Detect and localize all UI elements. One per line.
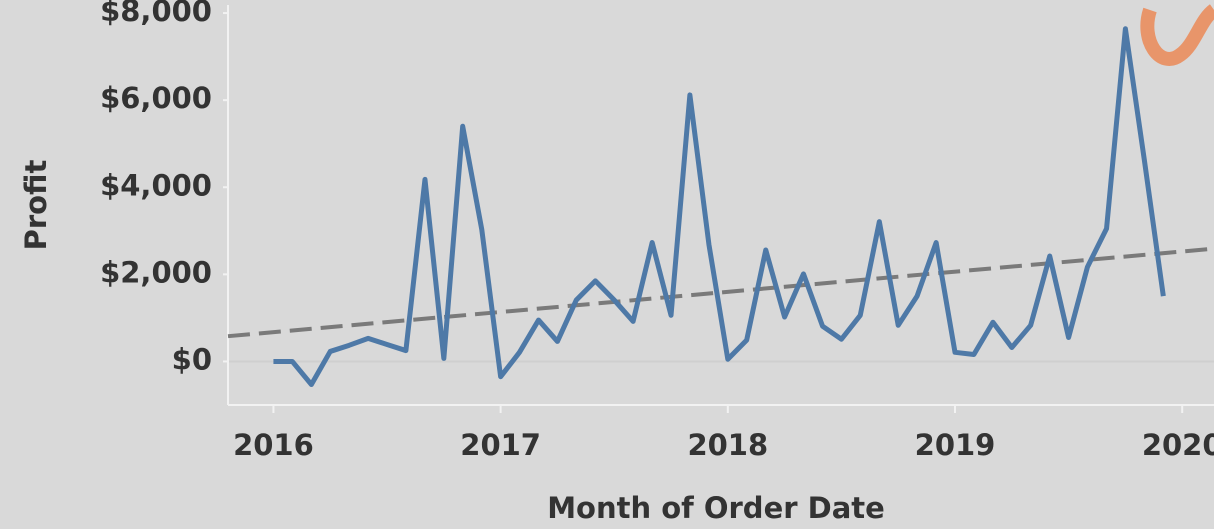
y-tick-label: $6,000 — [100, 81, 212, 115]
chart: Profit Month of Order Date $0 $2,000 $4,00… — [0, 0, 1214, 529]
x-axis-title: Month of Order Date — [547, 491, 885, 525]
x-tick-label: 2016 — [233, 428, 314, 462]
y-tick-label: $8,000 — [100, 0, 212, 28]
y-tick-label: $0 — [172, 342, 212, 376]
x-tick-label: 2017 — [460, 428, 541, 462]
page: Profit Month of Order Date $0 $2,000 $4,00… — [0, 0, 1214, 529]
y-tick-label: $2,000 — [100, 255, 212, 289]
x-tick-label: 2019 — [915, 428, 996, 462]
x-tick-label: 2018 — [687, 428, 768, 462]
y-axis-title: Profit — [19, 159, 53, 250]
x-tick-label: 2020 — [1142, 428, 1214, 462]
y-tick-label: $4,000 — [100, 168, 212, 202]
